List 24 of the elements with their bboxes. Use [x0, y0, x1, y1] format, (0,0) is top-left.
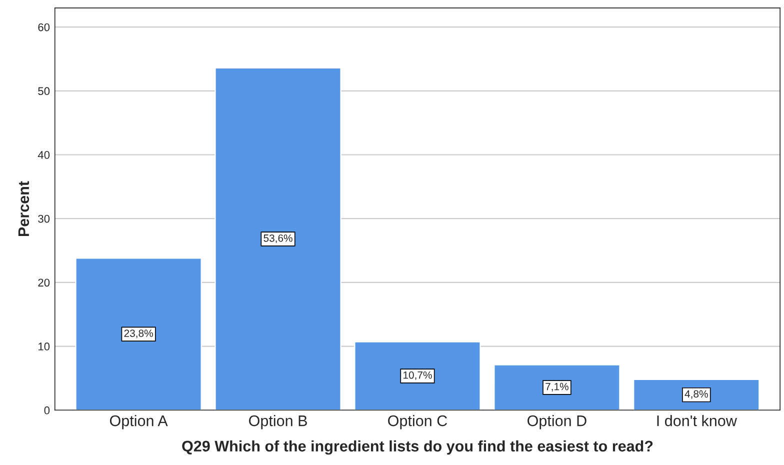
bar	[75, 258, 202, 410]
data-label: 7,1%	[546, 382, 568, 392]
x-tick-label: Option A	[110, 414, 168, 430]
bar	[633, 378, 760, 410]
data-label: 4,8%	[684, 390, 708, 399]
bar	[494, 364, 620, 410]
x-tick-label: Option C	[388, 414, 448, 430]
x-tick-label: I don't know	[657, 414, 737, 426]
y-tick-label: 30	[38, 214, 50, 223]
y-tick-label: 20	[38, 278, 50, 287]
y-tick-label: 60	[38, 23, 50, 32]
y-axis-title: Percent	[18, 181, 30, 236]
x-tick-label: Option B	[249, 414, 307, 430]
y-tick-label: 10	[38, 342, 50, 350]
x-tick-label: Option D	[528, 414, 586, 430]
y-tick-label: 50	[38, 87, 50, 96]
y-tick-label: 40	[38, 151, 50, 159]
data-label: 23,8%	[124, 330, 153, 338]
bar	[354, 341, 481, 410]
data-label: 53,6%	[264, 234, 292, 244]
bar	[214, 67, 342, 410]
x-axis-title: Q29 Which of the ingredient lists do you find the easiest to read?	[182, 440, 653, 455]
data-label: 10,7%	[404, 371, 432, 380]
y-tick-label: 0	[44, 406, 50, 414]
